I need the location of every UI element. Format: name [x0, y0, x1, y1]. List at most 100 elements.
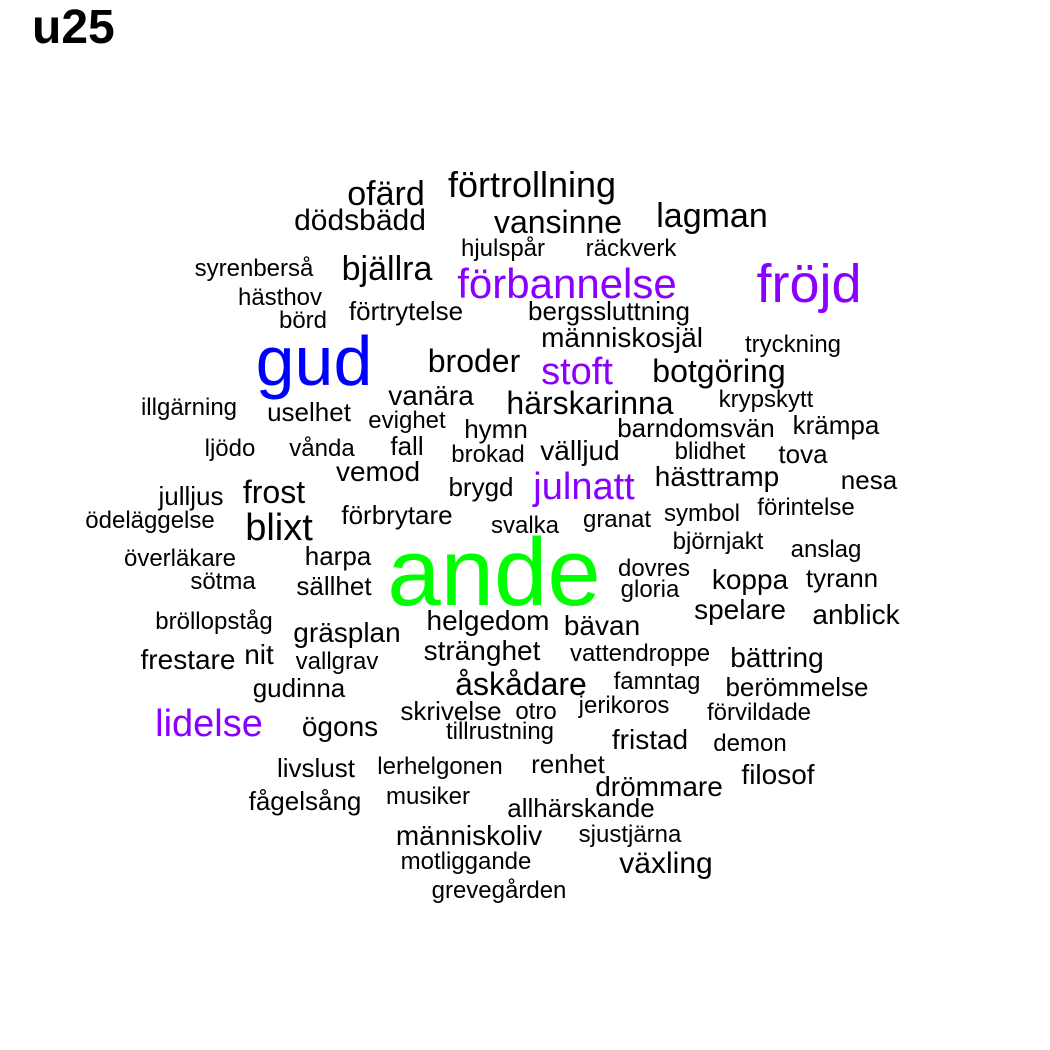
word: anblick [812, 599, 900, 630]
word: gud [255, 322, 373, 400]
word: björnjakt [672, 528, 764, 555]
word: berömmelse [725, 672, 869, 702]
word: brokad [451, 441, 525, 468]
word: anslag [790, 536, 862, 563]
word: bättring [730, 642, 824, 673]
word: gräsplan [293, 617, 401, 648]
word: tryckning [744, 331, 842, 358]
word: demon [713, 730, 787, 757]
word: symbol [663, 500, 741, 527]
word: fristad [611, 724, 689, 755]
word: granat [582, 506, 652, 533]
word: bävan [563, 610, 641, 641]
word: fröjd [756, 254, 862, 314]
word: åskådare [455, 666, 587, 702]
word: uselhet [267, 397, 351, 427]
word: frost [242, 474, 306, 510]
word: motliggande [400, 848, 532, 875]
word: ofärd [347, 175, 425, 213]
word: lerhelgonen [377, 753, 503, 780]
word: nesa [840, 465, 898, 495]
word: gudinna [252, 673, 346, 703]
word: livslust [276, 753, 356, 783]
word: sällhet [296, 571, 372, 601]
word: ödeläggelse [85, 507, 215, 534]
word: fall [390, 431, 424, 461]
word: tyrann [805, 563, 879, 593]
word: koppa [711, 564, 789, 595]
word: ögons [301, 711, 379, 742]
word: vanära [388, 380, 474, 411]
word: bergssluttning [528, 296, 690, 326]
word: vansinne [493, 204, 623, 240]
word: förbannelse [457, 260, 677, 307]
word: syrenberså [194, 255, 314, 282]
word: ande [387, 519, 601, 626]
word: fågelsång [248, 786, 362, 816]
word: hjulspår [460, 235, 546, 262]
word: nit [244, 639, 274, 670]
word: illgärning [140, 394, 238, 421]
word: förvildade [706, 699, 812, 726]
word: frestare [140, 644, 236, 675]
word: gloria [620, 576, 680, 603]
word: förtrollning [447, 164, 617, 205]
word: skrivelse [400, 696, 502, 726]
word: stoft [541, 351, 613, 393]
word: drömmare [595, 771, 723, 802]
word: dödsbädd [294, 204, 426, 237]
word: stränghet [423, 635, 541, 666]
word: blidhet [674, 438, 746, 465]
word: räckverk [585, 235, 677, 262]
word: harpa [304, 541, 372, 571]
word: bjällra [341, 250, 433, 288]
word: krypskytt [718, 386, 814, 413]
word: växling [619, 847, 713, 880]
word: botgöring [652, 353, 786, 389]
word: grevegården [431, 877, 567, 904]
word: förintelse [757, 494, 855, 521]
word: förtrytelse [348, 296, 464, 326]
word: lidelse [155, 703, 263, 745]
word: bröllopståg [155, 608, 273, 635]
word: renhet [531, 749, 605, 779]
word: tova [778, 439, 828, 469]
word: jerikoros [578, 692, 670, 719]
word: musiker [385, 783, 471, 810]
word: ljödo [204, 435, 256, 462]
word: hästhov [237, 284, 323, 311]
word: vånda [289, 435, 355, 462]
word: vemod [335, 456, 421, 487]
word: julljus [158, 481, 224, 511]
word: vattendroppe [569, 640, 711, 667]
word: julnatt [533, 466, 635, 508]
word: hymn [464, 414, 528, 444]
word: börd [278, 307, 328, 334]
word: tillrustning [445, 718, 555, 745]
word: famntag [613, 668, 701, 695]
word: hästtramp [654, 461, 780, 492]
word: brygd [448, 472, 514, 502]
word: människoliv [395, 820, 543, 851]
word: evighet [368, 407, 446, 434]
word: lagman [656, 197, 768, 235]
word: spelare [694, 594, 786, 625]
plot-title: u25 [32, 1, 115, 54]
word: människosjäl [541, 322, 703, 353]
word: sötma [190, 568, 256, 595]
word: otro [515, 698, 557, 725]
word: blixt [245, 507, 313, 549]
word: vallgrav [295, 648, 379, 675]
word: förbrytare [341, 500, 453, 530]
word: barndomsvän [617, 413, 775, 443]
word: svalka [490, 512, 560, 539]
word: helgedom [426, 605, 550, 636]
word: krämpa [792, 410, 880, 440]
word: allhärskande [507, 793, 655, 823]
word: härskarinna [506, 385, 674, 421]
word: dovres [617, 555, 691, 582]
word: broder [427, 343, 521, 379]
word: sjustjärna [578, 821, 682, 848]
word: filosof [741, 759, 815, 790]
